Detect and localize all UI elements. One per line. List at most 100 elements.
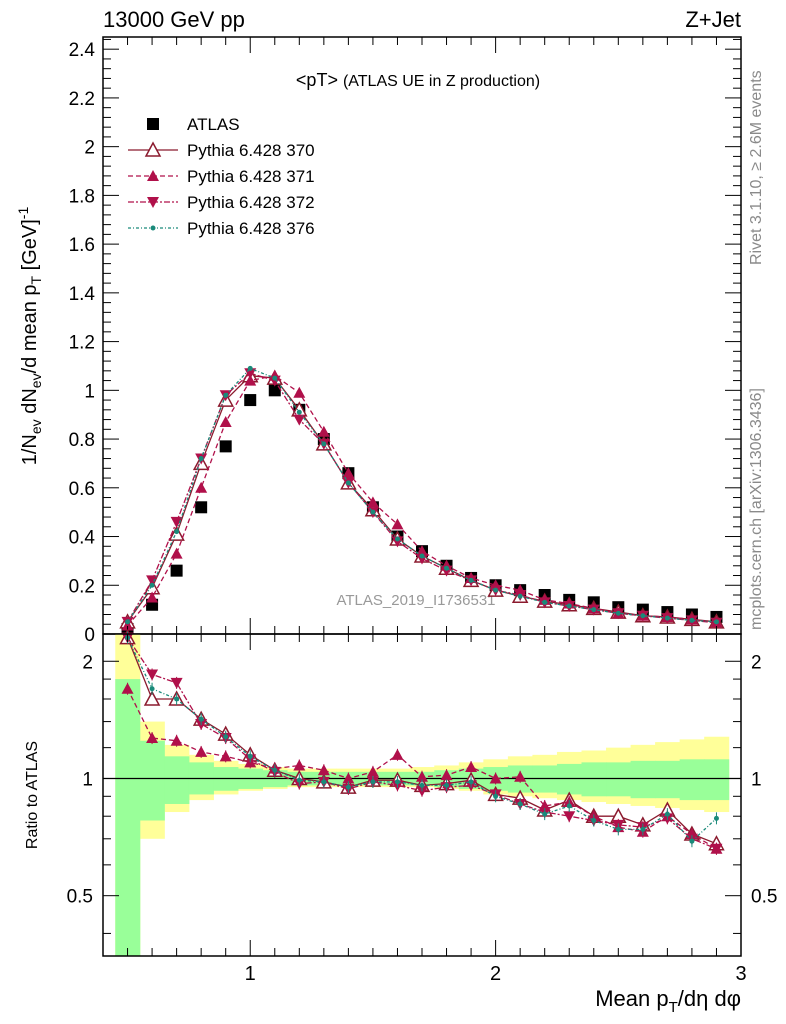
data-point — [174, 529, 180, 535]
header-final-state: Z+Jet — [685, 7, 741, 32]
data-point — [615, 610, 621, 616]
analysis-watermark: ATLAS_2019_I1736531 — [336, 592, 495, 609]
data-point — [268, 375, 281, 387]
data-point — [170, 564, 183, 577]
ratio-data-point — [563, 811, 576, 823]
ratio-data-point — [591, 817, 597, 823]
data-point — [493, 587, 499, 593]
ratio-data-point — [146, 732, 159, 744]
ratio-y-axis-label: Ratio to ATLAS — [24, 741, 41, 849]
data-point — [244, 374, 257, 386]
main-panel: <pT> (ATLAS UE in Z production) ATLAS_20… — [15, 36, 742, 646]
data-point — [391, 518, 404, 530]
ratio-y-tick-label: 2 — [82, 652, 93, 673]
data-point — [468, 577, 474, 583]
main-y-tick-label: 2 — [84, 138, 95, 159]
ratio-data-point — [293, 759, 306, 771]
ratio-y-tick-label-right: 1 — [751, 769, 762, 790]
ratio-data-point — [640, 826, 646, 832]
ratio-data-point — [195, 745, 208, 757]
uncertainty-band-inner — [655, 760, 681, 799]
ratio-data-point — [517, 801, 523, 807]
data-point — [416, 545, 428, 557]
series-line — [127, 375, 717, 623]
x-tick-label: 2 — [490, 963, 501, 985]
main-y-axis-label: 1/Nev dNev/d mean pT [GeV]-1 — [15, 207, 44, 466]
data-point — [247, 365, 253, 371]
legend-label: ATLAS — [187, 115, 240, 134]
legend-label: Pythia 6.428 372 — [187, 193, 315, 212]
data-point — [149, 582, 155, 588]
legend-label: Pythia 6.428 376 — [187, 219, 315, 238]
main-y-tick-label: 1.6 — [69, 235, 95, 256]
uncertainty-band-inner — [704, 759, 730, 801]
ratio-data-point — [272, 767, 278, 773]
ratio-panel: 0.5 0.5 1 1 2 2 1 2 3 Ratio to ATLAS Mean pT/dη… — [24, 629, 777, 1016]
data-point — [391, 536, 404, 548]
ratio-data-point — [370, 779, 376, 785]
uncertainty-band-inner — [581, 762, 607, 797]
ratio-data-point — [615, 826, 621, 832]
mcplots-label: mcplots.cern.ch [arXiv:1306.3436] — [748, 388, 765, 630]
data-point — [440, 565, 453, 577]
rivet-version-label: Rivet 3.1.10, ≥ 2.6M events — [748, 70, 765, 265]
legend: ATLAS Pythia 6.428 370 Pythia 6.428 371 Pyt… — [128, 115, 315, 238]
ratio-data-point — [121, 682, 134, 694]
data-point — [317, 425, 330, 437]
main-y-tick-label: 0 — [84, 625, 95, 646]
main-y-tick-label: 0.2 — [69, 576, 95, 597]
ratio-data-point — [444, 782, 450, 788]
data-point — [370, 509, 376, 515]
series-line — [126, 367, 717, 623]
data-point — [219, 440, 232, 453]
ratio-data-point — [465, 761, 478, 773]
data-point — [272, 375, 278, 381]
ratio-y-tick-label: 1 — [82, 769, 93, 790]
legend-marker — [144, 141, 162, 157]
ratio-data-point — [689, 838, 695, 844]
ratio-data-point — [149, 686, 155, 692]
ratio-data-point — [170, 734, 183, 746]
ratio-y-tick-label: 0.5 — [67, 887, 93, 908]
ratio-data-point — [219, 750, 232, 762]
ratio-data-point — [321, 779, 327, 785]
ratio-data-point — [566, 803, 572, 809]
ratio-data-point — [223, 734, 229, 740]
series-line — [126, 372, 717, 624]
series-line — [127, 375, 717, 626]
ratio-data-point — [342, 772, 355, 784]
ratio-data-point — [493, 793, 499, 799]
ratio-data-point — [468, 779, 474, 785]
main-y-tick-label: 1.2 — [69, 333, 95, 354]
ratio-data-point — [170, 677, 183, 689]
data-point — [146, 591, 159, 603]
data-point — [517, 593, 523, 599]
data-point — [713, 619, 719, 625]
data-point — [170, 547, 183, 559]
data-point — [689, 617, 695, 623]
data-point — [170, 516, 183, 528]
ratio-data-point — [489, 772, 502, 784]
legend-marker — [147, 118, 159, 130]
legend-label: Pythia 6.428 371 — [187, 167, 315, 186]
data-point — [321, 441, 327, 447]
ratio-data-point — [440, 769, 453, 781]
ratio-series-line — [126, 637, 717, 843]
data-point — [219, 416, 232, 428]
data-point — [198, 456, 204, 462]
main-y-tick-label: 2.2 — [69, 89, 95, 110]
data-point — [366, 496, 379, 508]
data-point — [223, 392, 229, 398]
uncertainty-band-inner — [606, 762, 632, 797]
legend-label: Pythia 6.428 370 — [187, 141, 315, 160]
ratio-data-point — [143, 690, 161, 706]
ratio-data-point — [317, 764, 330, 776]
x-axis-label: Mean pT/dη dφ — [595, 986, 741, 1016]
ratio-data-point — [514, 770, 527, 782]
main-y-tick-label: 2.4 — [69, 40, 96, 61]
data-point — [419, 553, 425, 559]
legend-marker — [147, 197, 159, 208]
ratio-data-point — [419, 782, 425, 788]
uncertainty-band-inner — [630, 760, 656, 799]
